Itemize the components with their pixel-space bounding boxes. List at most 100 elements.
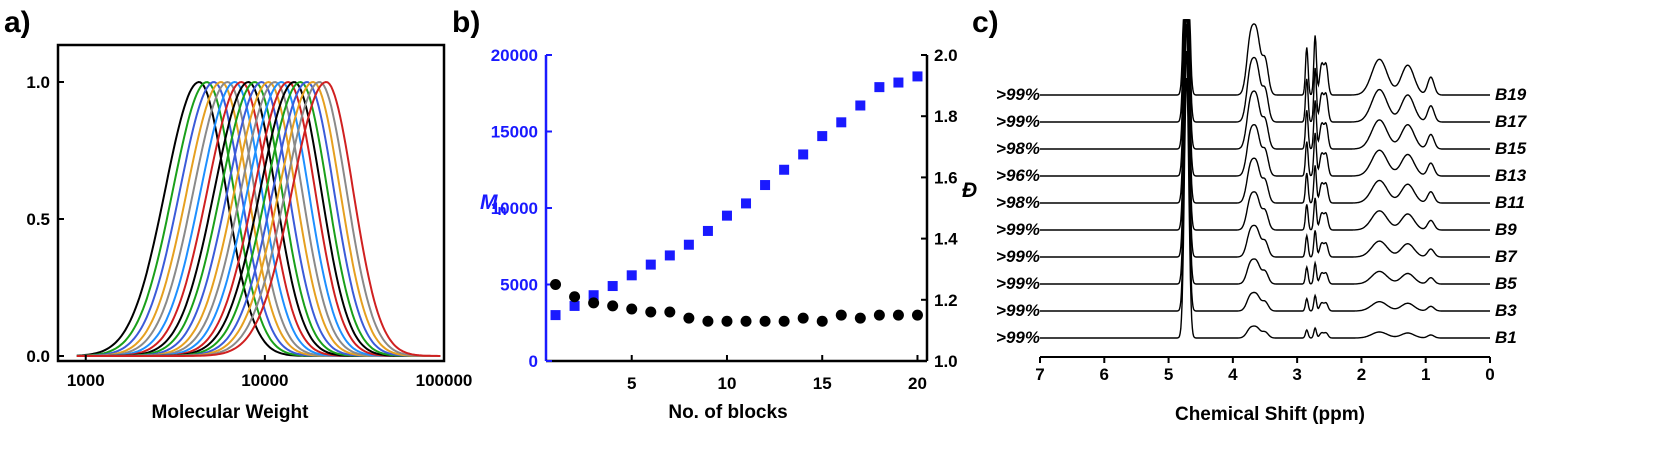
panel-b-left-tick-label: 5000 (500, 276, 538, 295)
block-label: B19 (1495, 85, 1527, 104)
panel-c-x-tick-label: 1 (1421, 365, 1430, 384)
block-label: B3 (1495, 301, 1517, 320)
panel-b-right-tick-label: 1.2 (934, 291, 958, 310)
dispersity-point (664, 306, 676, 318)
panel-a-y-tick-label: 1.0 (26, 73, 50, 92)
dispersity-point (607, 300, 619, 312)
panel-c-x-tick-label: 3 (1292, 365, 1301, 384)
mn-point (664, 250, 675, 261)
mn-point (588, 290, 599, 301)
panel-a-x-tick-label: 100000 (416, 371, 473, 390)
panel-b-left-tick-label: 20000 (491, 46, 538, 65)
panel-c-x-tick-label: 4 (1228, 365, 1238, 384)
mn-point (550, 310, 561, 321)
panel-b-left-tick-label: 15000 (491, 123, 538, 142)
panel-b-chart: 5 10 15 20 0 5000 10000 15000 20000 1.0 1.2 1.4 1.6 1… (480, 46, 977, 423)
panel-b-right-tick-label: 1.0 (934, 352, 958, 371)
block-label: B11 (1495, 193, 1525, 212)
dispersity-point (550, 279, 562, 290)
dispersity-point (816, 315, 828, 327)
conversion-label: >99% (996, 274, 1040, 293)
dispersity-point (873, 309, 885, 321)
panel-a-y-tick-label: 0.0 (26, 347, 50, 366)
panel-c-labels: >99% B1 >99% B3 >99% B5 >99% B7 >99% B9 >98% B11 >96… (996, 85, 1528, 347)
mn-point (741, 198, 752, 209)
dispersity-point (588, 297, 600, 309)
dispersity-point (740, 315, 752, 327)
nmr-spectrum (1040, 23, 1490, 285)
block-label: B5 (1495, 274, 1517, 293)
conversion-label: >99% (996, 220, 1040, 239)
conversion-label: >98% (996, 139, 1040, 158)
panel-b-x-tick-label: 20 (908, 374, 927, 393)
panel-a-label: a) (4, 6, 31, 39)
mn-point (779, 164, 790, 175)
panel-b-left-tick-label: 0 (529, 352, 538, 371)
panel-a-frame (56, 43, 446, 363)
panel-b-left-tick-label: 10000 (491, 199, 538, 218)
dispersity-point (721, 315, 733, 327)
dispersity-point (835, 309, 847, 321)
panel-c-ticks: 7 6 5 4 3 2 1 0 (1035, 357, 1495, 384)
nmr-spectrum (1040, 19, 1490, 123)
panel-a-curves (76, 80, 441, 357)
panel-b-left-axis-title: Mn (480, 191, 507, 219)
panel-c-x-tick-label: 5 (1164, 365, 1173, 384)
panel-c-x-tick-label: 7 (1035, 365, 1044, 384)
panel-a-x-tick-label: 10000 (241, 371, 288, 390)
panel-b-right-tick-label: 1.8 (934, 107, 958, 126)
conversion-label: >99% (996, 85, 1040, 104)
dispersity-point (759, 315, 771, 327)
panel-b-points (550, 71, 923, 327)
dispersity-point (797, 312, 809, 324)
panel-a-xlabel: Molecular Weight (152, 402, 310, 423)
nmr-spectrum (1040, 19, 1490, 231)
mn-point (645, 259, 656, 270)
nmr-spectrum (1040, 19, 1490, 177)
conversion-label: >99% (996, 328, 1040, 347)
nmr-spectrum (1040, 77, 1490, 339)
panel-b-right-tick-label: 1.4 (934, 230, 958, 249)
panel-b-x-tick-label: 5 (627, 374, 636, 393)
mn-point (607, 281, 618, 292)
panel-c-spectra (1040, 19, 1490, 339)
mn-point (569, 300, 580, 311)
dispersity-point (645, 306, 657, 318)
mn-point (874, 82, 885, 93)
panel-c-chart: >99% B1 >99% B3 >99% B5 >99% B7 >99% B9 >98% B11 >96… (996, 19, 1528, 425)
panel-b-x-tick-label: 10 (718, 374, 737, 393)
panel-b-right-tick-label: 1.6 (934, 168, 958, 187)
mn-point (626, 270, 637, 281)
block-label: B13 (1495, 166, 1527, 185)
nmr-spectrum (1040, 19, 1490, 96)
conversion-label: >99% (996, 247, 1040, 266)
block-label: B1 (1495, 328, 1517, 347)
panel-b-left-axis-subscript: n (498, 202, 507, 219)
panel-c-label: c) (972, 6, 999, 39)
nmr-spectrum (1040, 19, 1490, 150)
mn-point (836, 117, 847, 128)
panel-b-label: b) (452, 6, 480, 39)
panel-b-left-axis-symbol: M (480, 191, 498, 214)
panel-c-x-tick-label: 0 (1485, 365, 1494, 384)
mn-point (760, 180, 771, 191)
mn-point (912, 71, 923, 82)
mn-point (702, 225, 713, 236)
panel-c-x-tick-label: 2 (1357, 365, 1366, 384)
panel-c-x-tick-label: 6 (1100, 365, 1109, 384)
panel-c-xlabel: Chemical Shift (ppm) (1175, 404, 1365, 425)
panel-b-right-axis-title: Đ (962, 179, 977, 202)
conversion-label: >98% (996, 193, 1040, 212)
dispersity-point (778, 315, 790, 327)
panel-a-ticks: 1000 10000 100000 0.0 0.5 1.0 (26, 73, 472, 390)
dispersity-point (569, 291, 581, 303)
mn-point (683, 239, 694, 250)
nmr-spectrum (1040, 50, 1490, 312)
mn-point (855, 100, 866, 111)
panel-b-ticks: 5 10 15 20 0 5000 10000 15000 20000 1.0 1.2 1.4 1.6 1… (491, 46, 958, 393)
nmr-spectrum (1040, 19, 1490, 258)
nmr-spectrum (1040, 19, 1490, 204)
block-label: B15 (1495, 139, 1527, 158)
dispersity-point (911, 309, 923, 321)
conversion-label: >99% (996, 112, 1040, 131)
